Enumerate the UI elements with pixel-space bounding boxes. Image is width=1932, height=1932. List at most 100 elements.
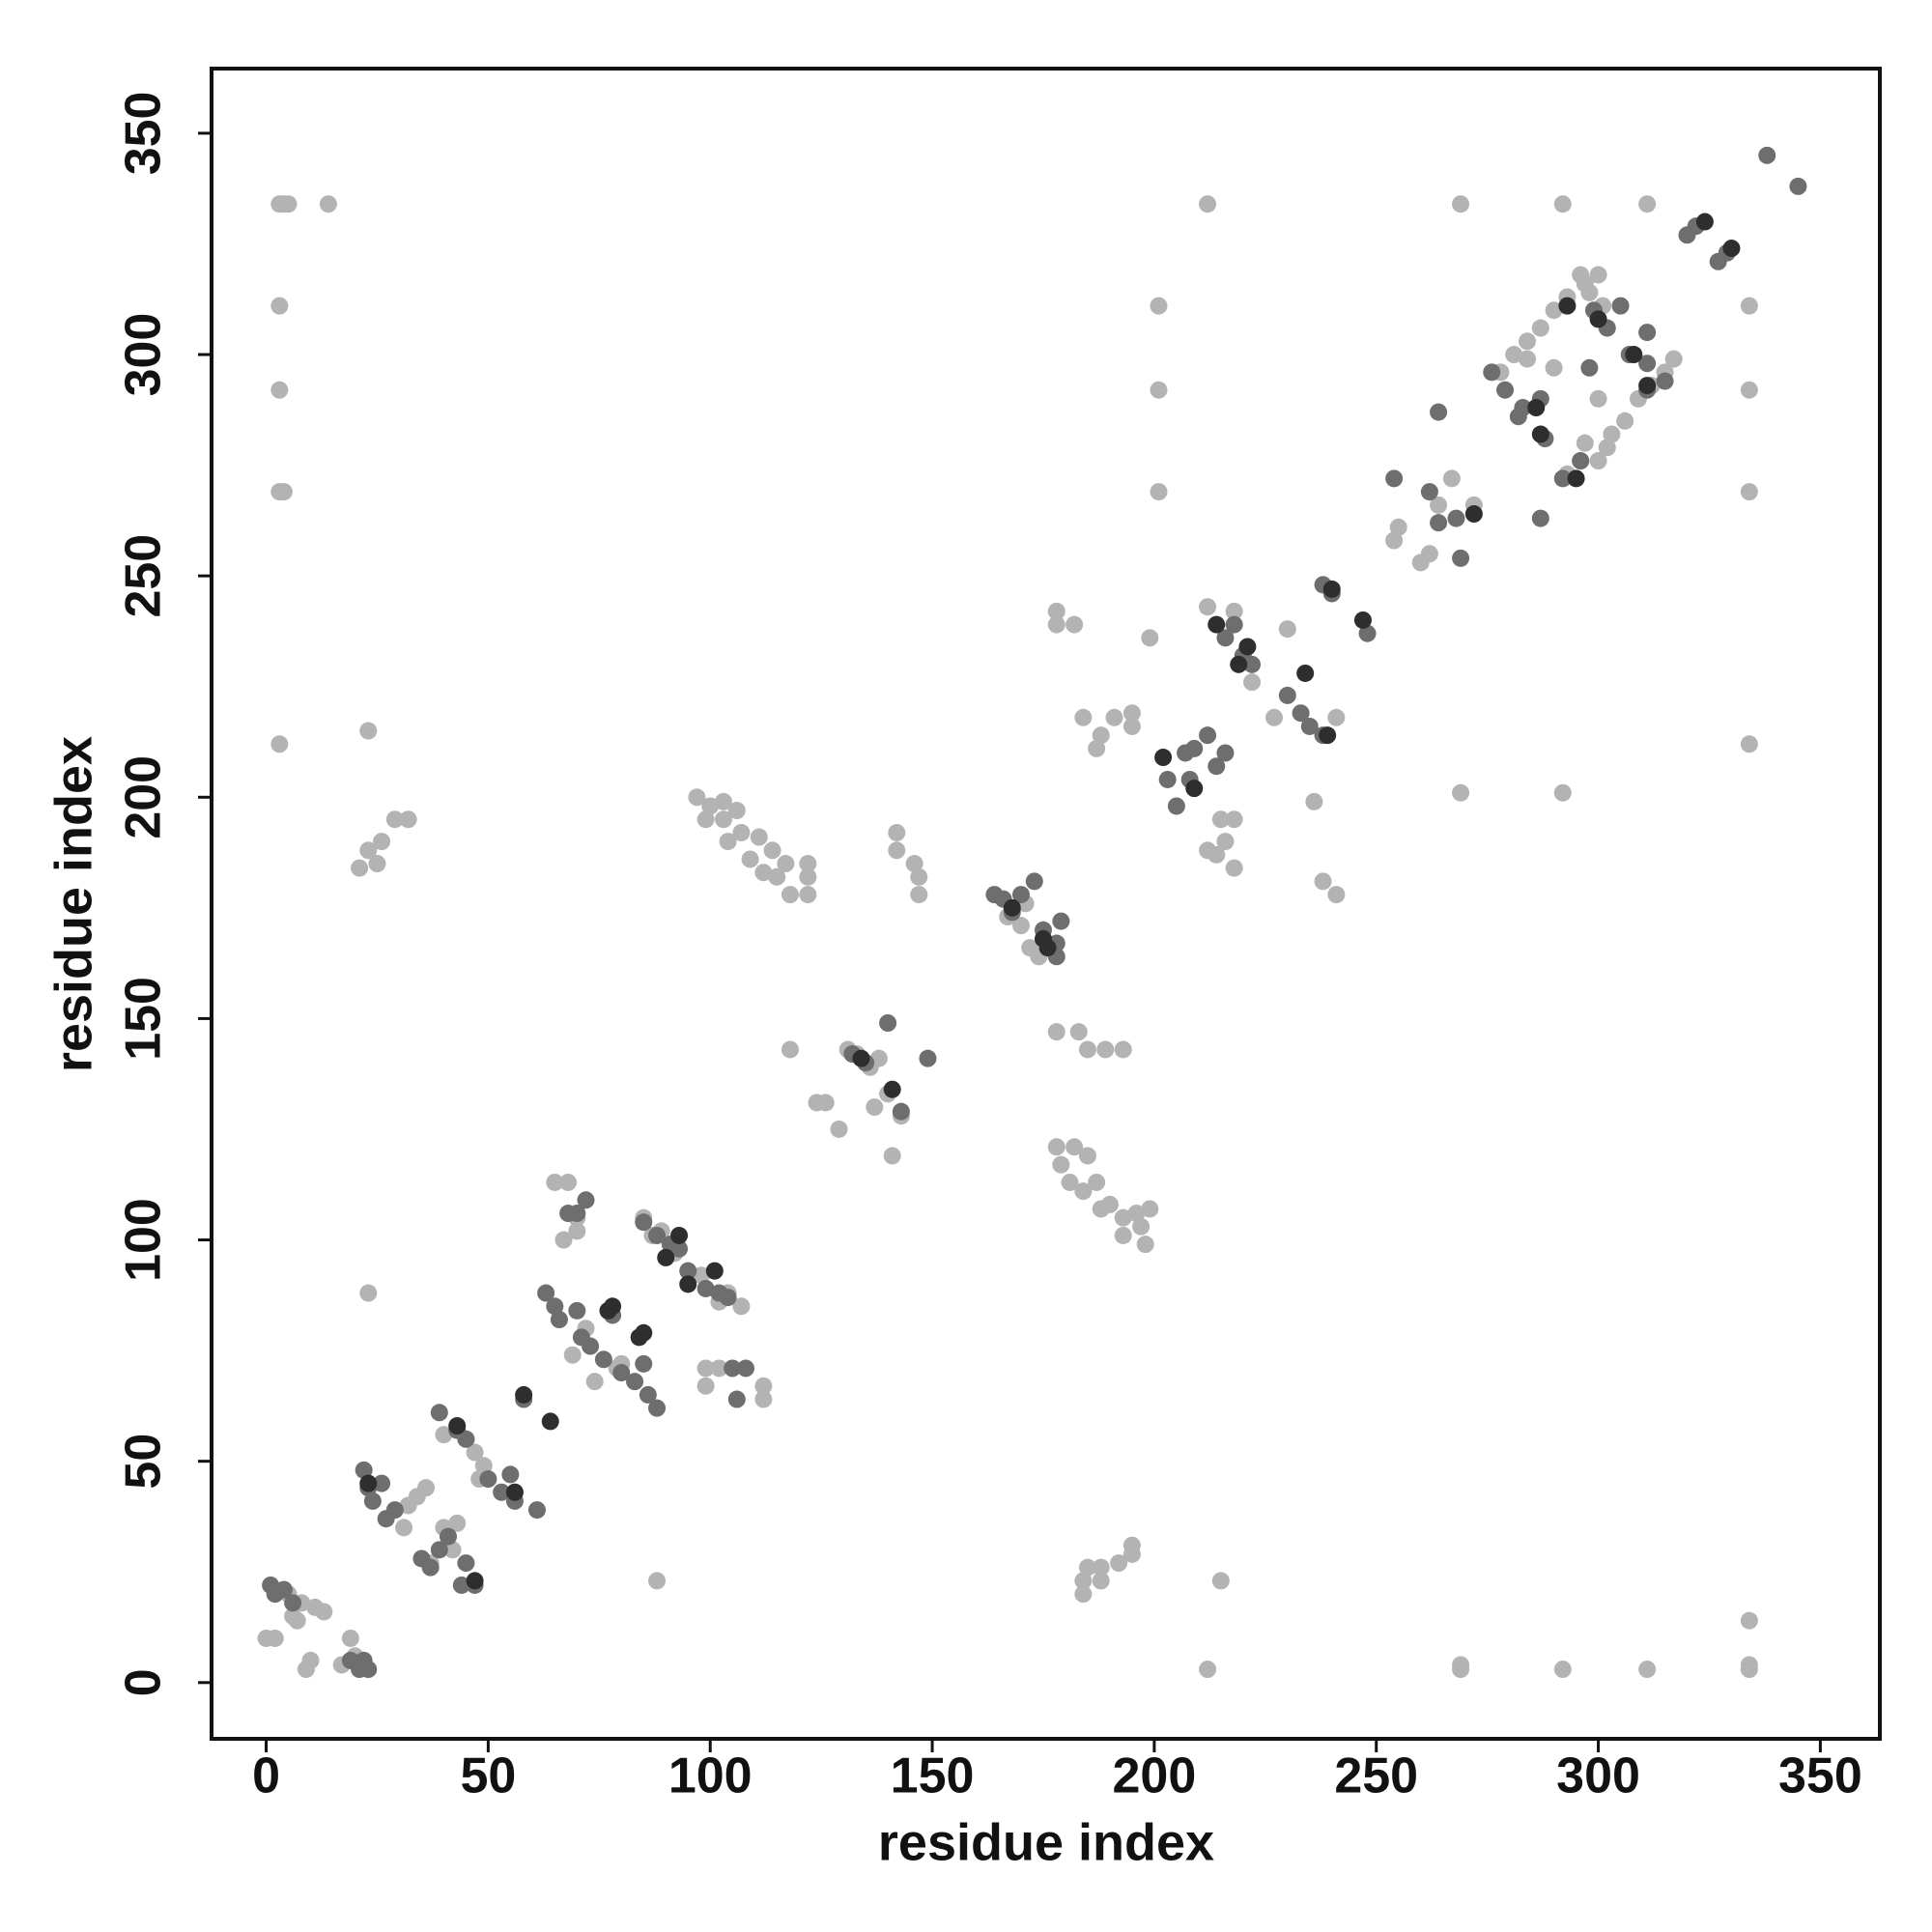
point xyxy=(443,1541,462,1559)
point xyxy=(1664,350,1683,368)
y-tick-label: 100 xyxy=(116,1198,172,1282)
point xyxy=(1114,1040,1132,1059)
point xyxy=(270,297,289,315)
point xyxy=(1576,434,1594,452)
point xyxy=(1225,602,1243,620)
point xyxy=(1047,1138,1065,1156)
point xyxy=(1278,686,1296,704)
point xyxy=(732,823,751,841)
point xyxy=(1088,739,1106,757)
point xyxy=(696,1359,715,1378)
point xyxy=(1158,770,1177,788)
x-tick-label: 300 xyxy=(1556,1748,1640,1804)
point xyxy=(466,1443,484,1462)
point xyxy=(1758,146,1776,164)
point xyxy=(1074,1572,1093,1590)
point xyxy=(727,802,746,820)
point xyxy=(493,1483,511,1501)
point xyxy=(1092,726,1110,745)
point xyxy=(266,1629,284,1647)
point xyxy=(1199,195,1217,213)
point xyxy=(385,810,404,829)
point xyxy=(1722,240,1741,258)
point xyxy=(385,1501,404,1520)
point xyxy=(1208,845,1226,864)
point xyxy=(1740,381,1758,399)
point xyxy=(1110,1554,1128,1573)
point xyxy=(883,1147,901,1165)
point xyxy=(1553,1661,1572,1679)
point xyxy=(1322,580,1341,598)
point xyxy=(1638,377,1657,395)
point xyxy=(546,1173,564,1191)
point xyxy=(727,1390,746,1408)
point xyxy=(1625,346,1643,364)
point xyxy=(270,381,289,399)
point xyxy=(408,1488,426,1506)
point xyxy=(1078,1040,1096,1059)
x-tick-label: 350 xyxy=(1778,1748,1862,1804)
point xyxy=(1069,1023,1088,1041)
point xyxy=(515,1385,533,1404)
point xyxy=(866,1098,884,1117)
point xyxy=(319,195,337,213)
point xyxy=(448,1514,467,1532)
point xyxy=(1154,749,1173,767)
point xyxy=(830,1120,848,1138)
point xyxy=(1567,469,1585,488)
point xyxy=(284,1594,302,1612)
point xyxy=(869,1049,888,1067)
x-tick-label: 0 xyxy=(252,1748,280,1804)
point xyxy=(457,1430,475,1448)
point xyxy=(919,1049,937,1067)
point xyxy=(527,1501,546,1520)
point xyxy=(1092,1200,1110,1218)
point xyxy=(1358,624,1377,642)
point xyxy=(440,1527,458,1546)
point xyxy=(1589,310,1607,328)
point xyxy=(1216,629,1235,647)
point xyxy=(1305,792,1323,810)
point xyxy=(679,1275,697,1293)
point xyxy=(741,850,759,868)
point xyxy=(1553,469,1572,488)
point xyxy=(1452,783,1470,802)
point xyxy=(710,1359,728,1378)
x-axis-title: residue index xyxy=(878,1813,1214,1871)
point xyxy=(1011,917,1030,935)
point xyxy=(1141,629,1159,647)
point xyxy=(1065,615,1084,634)
point xyxy=(1211,810,1230,829)
point xyxy=(274,483,293,501)
y-tick-label: 300 xyxy=(116,313,172,397)
point xyxy=(550,1311,568,1329)
point xyxy=(799,886,817,904)
point xyxy=(1740,1661,1758,1679)
point xyxy=(368,855,386,873)
point xyxy=(359,1474,378,1492)
point xyxy=(696,1377,715,1395)
point xyxy=(1789,177,1807,195)
point xyxy=(1553,783,1572,802)
point xyxy=(1300,717,1319,735)
point xyxy=(1047,602,1065,620)
point xyxy=(1074,708,1093,726)
point xyxy=(1589,389,1607,408)
point xyxy=(1127,1205,1146,1223)
point xyxy=(1638,355,1657,373)
point xyxy=(1452,1661,1470,1679)
point xyxy=(395,1519,413,1537)
point xyxy=(457,1554,475,1573)
point xyxy=(1327,886,1346,904)
point xyxy=(910,886,928,904)
point xyxy=(274,1580,293,1599)
point xyxy=(288,1611,306,1630)
point xyxy=(594,1350,612,1369)
point xyxy=(1740,1611,1758,1630)
point xyxy=(1150,381,1168,399)
point xyxy=(715,810,733,829)
point xyxy=(1047,615,1065,634)
point xyxy=(1430,514,1448,532)
point xyxy=(1243,673,1262,692)
point xyxy=(1225,615,1243,634)
